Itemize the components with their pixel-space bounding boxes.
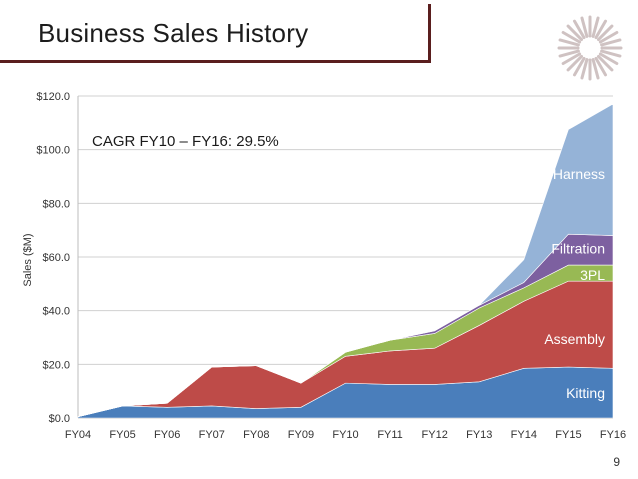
- logo-ray: [558, 38, 580, 47]
- series-label-kitting: Kitting: [566, 385, 605, 401]
- y-tick-labels: $0.0 $20.0 $40.0 $60.0 $80.0 $100.0 $120.0: [36, 91, 70, 425]
- sales-area-chart: $0.0 $20.0 $40.0 $60.0 $80.0 $100.0 $120.0 FY0…: [22, 91, 626, 441]
- x-tick-label: FY14: [511, 429, 537, 441]
- x-tick-label: FY16: [600, 429, 626, 441]
- series-label-assembly: Assembly: [544, 331, 605, 347]
- title-divider-vertical: [428, 4, 431, 63]
- y-tick-label: $60.0: [42, 252, 70, 264]
- y-axis-title: Sales ($M): [22, 233, 34, 286]
- series-labels: Kitting Assembly 3PL Filtration Harness: [544, 166, 605, 401]
- sunburst-logo-icon: [557, 15, 623, 81]
- x-tick-label: FY04: [65, 429, 91, 441]
- title-divider: [0, 60, 430, 63]
- x-tick-label: FY05: [109, 429, 135, 441]
- logo-ray: [594, 19, 607, 40]
- logo-ray: [573, 56, 586, 77]
- x-tick-label: FY07: [199, 429, 225, 441]
- logo-ray: [573, 19, 586, 40]
- logo-ray: [598, 31, 619, 44]
- logo-ray: [561, 31, 582, 44]
- x-tick-label: FY15: [555, 429, 581, 441]
- x-tick-label: FY12: [422, 429, 448, 441]
- x-tick-label: FY09: [288, 429, 314, 441]
- logo-ray: [558, 49, 580, 58]
- logo-ray: [591, 16, 600, 38]
- logo-ray: [580, 16, 589, 38]
- slide-title: Business Sales History: [38, 18, 309, 48]
- x-tick-label: FY13: [466, 429, 492, 441]
- x-tick-labels: FY04 FY05 FY06 FY07 FY08 FY09 FY10 FY11 FY12 FY13…: [65, 429, 626, 441]
- y-tick-label: $0.0: [49, 413, 70, 425]
- series-label-filtration: Filtration: [551, 240, 605, 256]
- x-tick-label: FY10: [332, 429, 358, 441]
- logo-ray: [566, 54, 584, 72]
- y-tick-label: $120.0: [36, 91, 70, 103]
- area-series-layer: [77, 103, 614, 419]
- logo-ray: [596, 24, 614, 42]
- x-tick-label: FY06: [154, 429, 180, 441]
- y-tick-label: $20.0: [42, 359, 70, 371]
- y-tick-label: $40.0: [42, 306, 70, 318]
- logo-ray: [600, 49, 622, 58]
- y-tick-label: $100.0: [36, 145, 70, 157]
- cagr-annotation: CAGR FY10 – FY16: 29.5%: [92, 133, 279, 150]
- logo-ray: [580, 58, 589, 80]
- x-tick-label: FY08: [243, 429, 269, 441]
- page-number: 9: [613, 455, 620, 469]
- logo-ray: [594, 56, 607, 77]
- logo-ray: [566, 24, 584, 42]
- x-tick-label: FY11: [377, 429, 402, 441]
- logo-ray: [600, 38, 622, 47]
- logo-ray: [561, 52, 582, 65]
- y-tick-label: $80.0: [42, 198, 70, 210]
- logo-ray: [591, 58, 600, 80]
- series-label-3pl: 3PL: [580, 267, 605, 283]
- logo-ray: [596, 54, 614, 72]
- logo-ray: [598, 52, 619, 65]
- series-label-harness: Harness: [553, 166, 605, 182]
- area-harness: [77, 103, 614, 417]
